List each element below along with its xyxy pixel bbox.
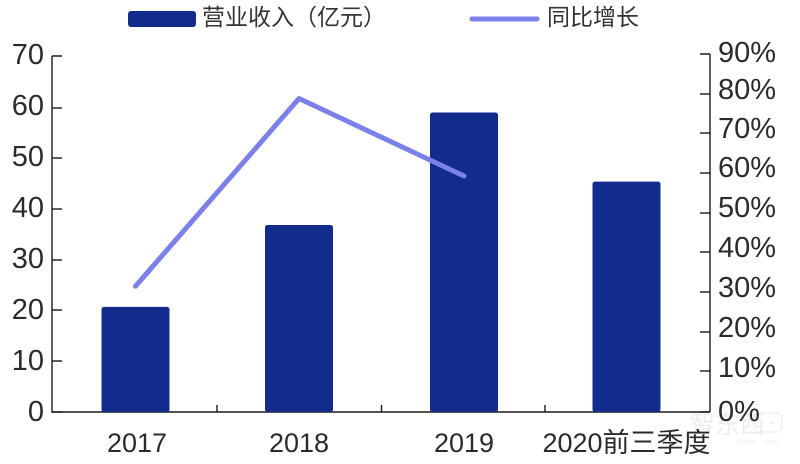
svg-text:30: 30 [12, 243, 44, 275]
svg-text:30%: 30% [718, 272, 776, 304]
svg-text:40: 40 [12, 192, 44, 224]
svg-text:2018: 2018 [269, 428, 329, 458]
svg-text:60%: 60% [718, 152, 776, 184]
svg-text:80%: 80% [718, 74, 776, 106]
svg-text:50%: 50% [718, 192, 776, 224]
svg-text:zhidx . com: zhidx . com [737, 439, 778, 446]
svg-text:0: 0 [28, 396, 44, 428]
svg-text:70: 70 [12, 39, 44, 71]
svg-text:20%: 20% [718, 312, 776, 344]
svg-text:50: 50 [12, 141, 44, 173]
svg-text:2017: 2017 [107, 428, 167, 458]
svg-text:20: 20 [12, 294, 44, 326]
svg-text:营业收入（亿元）: 营业收入（亿元） [202, 4, 386, 30]
svg-text:10: 10 [12, 345, 44, 377]
svg-text:10%: 10% [718, 352, 776, 384]
svg-text:60: 60 [12, 90, 44, 122]
svg-text:0%: 0% [718, 396, 760, 428]
svg-text:90%: 90% [718, 37, 776, 69]
svg-text:2019: 2019 [434, 428, 494, 458]
svg-text:70%: 70% [718, 113, 776, 145]
svg-text:40%: 40% [718, 232, 776, 264]
svg-text:同比增长: 同比增长 [547, 4, 639, 30]
svg-text:2020前三季度: 2020前三季度 [542, 428, 710, 458]
